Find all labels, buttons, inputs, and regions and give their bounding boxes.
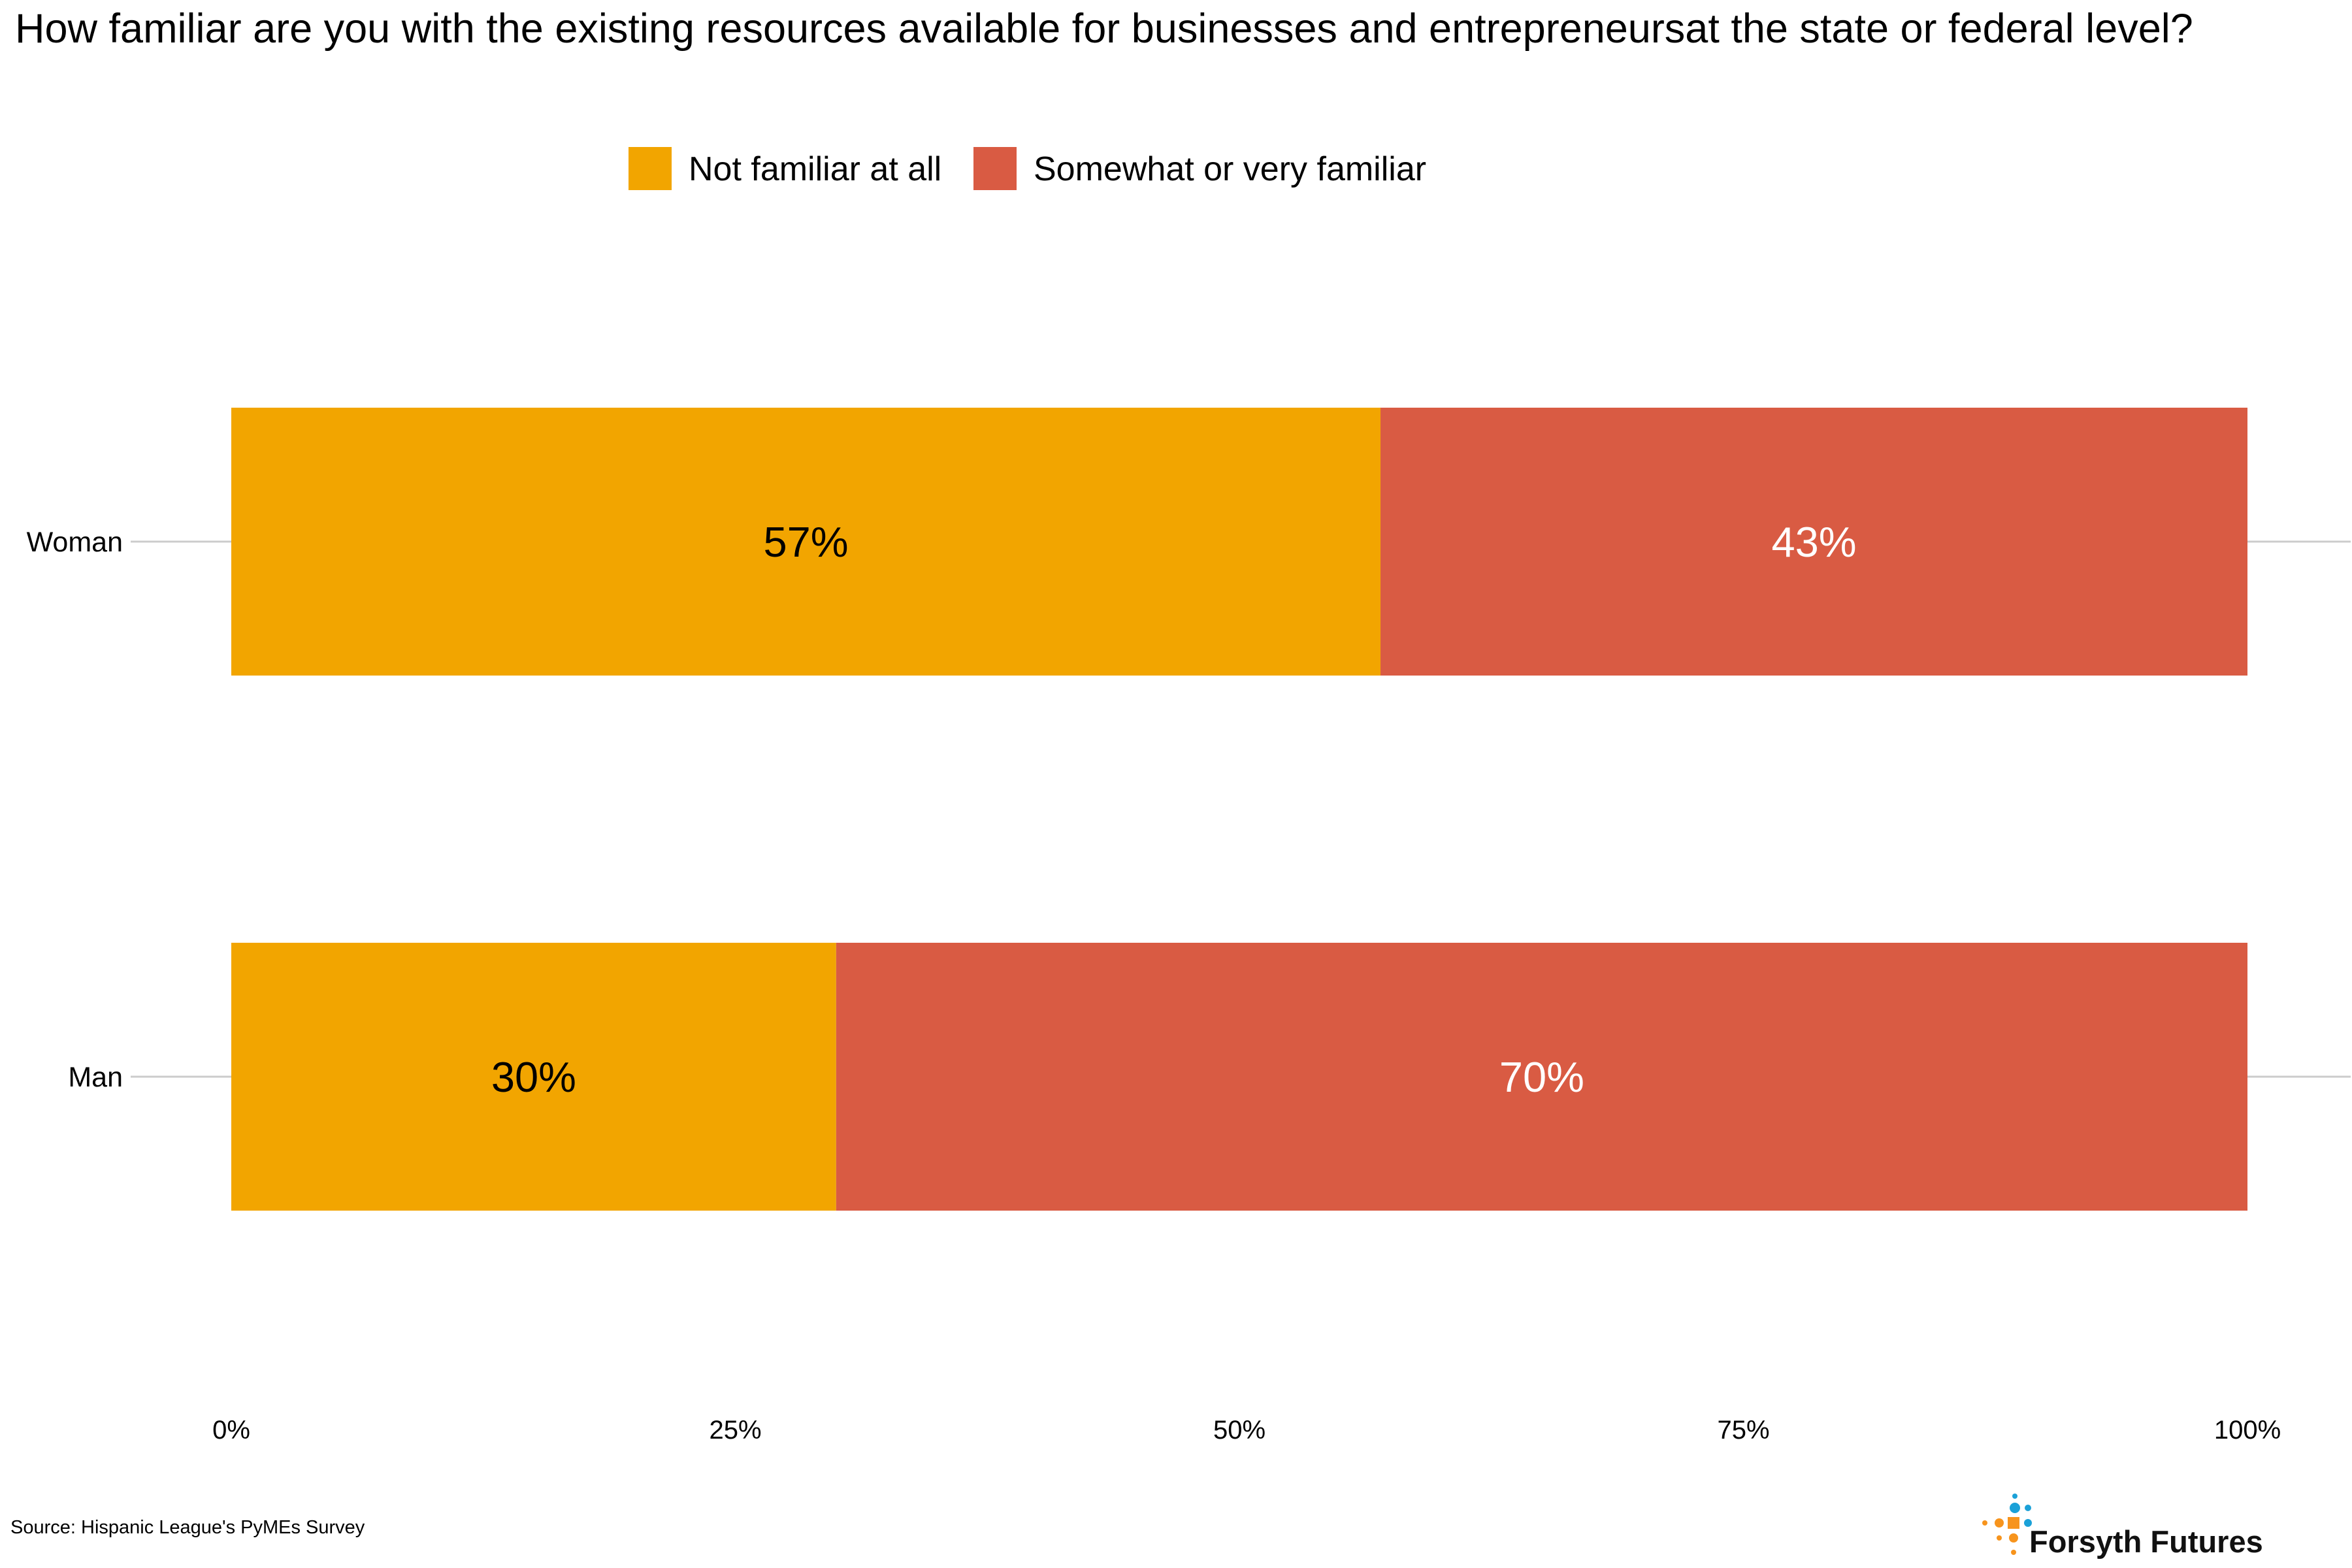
legend-label-somewhat-familiar: Somewhat or very familiar xyxy=(1034,150,1426,188)
logo-text: Forsyth Futures xyxy=(2029,1524,2263,1559)
bar-woman-somewhat-familiar xyxy=(1380,408,2247,676)
bar-label-woman-not-familiar: 57% xyxy=(763,518,848,566)
x-tick-label-75: 75% xyxy=(1717,1416,1769,1445)
legend-swatch-somewhat-familiar xyxy=(973,147,1017,190)
bar-man-somewhat-familiar xyxy=(836,943,2247,1211)
category-label-man: Man xyxy=(68,1062,123,1093)
source-note: Source: Hispanic League's PyMEs Survey xyxy=(10,1517,365,1538)
x-tick-label-0: 0% xyxy=(212,1416,250,1445)
legend-label-not-familiar: Not familiar at all xyxy=(689,150,941,188)
bar-label-man-somewhat-familiar: 70% xyxy=(1499,1053,1584,1101)
category-label-woman: Woman xyxy=(27,527,123,558)
bar-label-man-not-familiar: 30% xyxy=(491,1053,576,1101)
x-tick-label-50: 50% xyxy=(1213,1416,1266,1445)
bar-man-not-familiar xyxy=(231,943,836,1211)
x-tick-label-25: 25% xyxy=(709,1416,761,1445)
bar-woman-not-familiar xyxy=(231,408,1381,676)
forsyth-futures-dot-cross-icon xyxy=(1982,1494,2032,1555)
forsyth-futures-logo: Forsyth Futures xyxy=(1980,1490,2280,1561)
bar-label-woman-somewhat-familiar: 43% xyxy=(1771,518,1856,566)
legend-swatch-not-familiar xyxy=(629,147,672,190)
x-tick-label-100: 100% xyxy=(2214,1416,2281,1445)
chart-title: How familiar are you with the existing r… xyxy=(15,6,2193,52)
